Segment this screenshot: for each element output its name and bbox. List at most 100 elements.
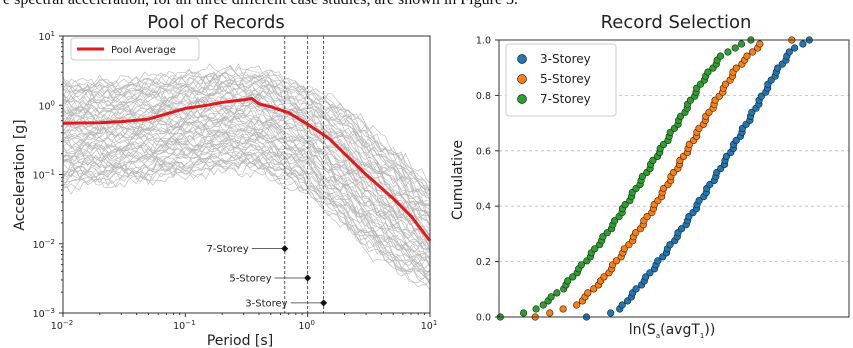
record-spectrum-line: [62, 90, 431, 210]
data-point: [569, 273, 577, 281]
data-point: [573, 301, 581, 309]
data-point: [591, 245, 599, 253]
record-spectrum-line: [62, 97, 431, 217]
data-point: [706, 180, 714, 189]
caption-fragment: e spectral acceleration, for all three d…: [0, 0, 853, 11]
data-point: [677, 225, 686, 233]
y-tick-label: 10−2: [33, 238, 55, 251]
data-point: [666, 241, 674, 249]
y-tick-label: 0.8: [476, 91, 491, 102]
data-point: [654, 257, 662, 265]
record-spectrum-line: [62, 117, 431, 248]
data-point: [612, 257, 621, 265]
data-point: [774, 64, 782, 72]
record-spectrum-line: [62, 81, 431, 207]
data-point: [638, 172, 647, 181]
data-point: [676, 112, 685, 120]
plot-frame: [62, 35, 431, 314]
record-spectrum-line: [62, 67, 431, 193]
data-point: [620, 245, 628, 253]
storey-marker: [320, 299, 328, 307]
record-spectrum-line: [62, 71, 431, 193]
data-point: [618, 301, 626, 309]
record-spectrum-line: [62, 99, 431, 218]
data-point: [643, 213, 651, 221]
record-spectrum-line: [62, 142, 431, 267]
y-tick-label: 0.4: [476, 202, 491, 213]
record-spectrum-line: [62, 159, 431, 291]
legend-marker: [517, 94, 527, 104]
data-point: [757, 92, 766, 100]
y-tick-label: 0.6: [476, 146, 491, 157]
data-point: [659, 184, 668, 193]
record-spectrum-line: [62, 130, 431, 254]
data-point: [607, 309, 615, 317]
storey-label: 7-Storey: [206, 244, 248, 255]
storey-marker: [304, 274, 312, 282]
record-spectrum-line: [62, 129, 431, 259]
data-point: [743, 52, 751, 60]
storey-label: 5-Storey: [229, 274, 271, 285]
record-spectrum-line: [62, 163, 431, 288]
chart-title: Record Selection: [601, 12, 752, 33]
chart-title: Pool of Records: [147, 12, 285, 33]
record-spectrum-line: [62, 138, 431, 261]
y-axis-label: Cumulative: [450, 140, 466, 220]
scatter-points: [496, 36, 813, 321]
data-point: [577, 261, 586, 269]
legend-label: Pool Average: [111, 45, 176, 56]
data-point: [646, 269, 654, 277]
legend-label: 5-Storey: [540, 72, 591, 86]
record-spectrum-line: [62, 98, 431, 227]
legend-label: 7-Storey: [540, 92, 591, 106]
record-spectrum-line: [62, 129, 431, 250]
data-point: [737, 40, 746, 48]
data-point: [695, 197, 703, 205]
data-point: [632, 229, 640, 237]
record-spectrum-line: [62, 137, 431, 258]
x-axis-label: Period [s]: [207, 333, 273, 348]
data-point: [547, 293, 555, 301]
record-spectrum-line: [62, 128, 431, 248]
x-tick-label: 100: [298, 319, 315, 332]
data-point: [603, 229, 611, 237]
pool-average-line: [62, 97, 432, 242]
data-point: [610, 217, 619, 225]
y-tick-label: 101: [38, 30, 55, 43]
data-point: [704, 68, 712, 76]
data-point: [731, 44, 739, 52]
x-tick-label: 101: [421, 319, 438, 332]
record-spectrum-line: [62, 145, 431, 268]
y-tick-label: 0.0: [476, 313, 491, 324]
data-point: [732, 136, 740, 144]
legend: Pool Average: [70, 37, 200, 61]
data-point: [584, 289, 592, 297]
data-point: [785, 48, 793, 56]
data-point: [649, 156, 657, 164]
legend-marker: [517, 54, 527, 64]
record-spectrum-line: [62, 63, 431, 192]
record-spectrum-line: [62, 68, 431, 193]
record-spectrum-line: [62, 91, 431, 214]
axis-ticks: 0.0 0.2 0.4 0.6 0.8 1.0: [476, 36, 499, 324]
x-tick-label: 10−1: [173, 319, 195, 332]
data-point: [539, 301, 547, 309]
legend: 3-Storey 5-Storey 7-Storey: [505, 43, 617, 117]
data-point: [553, 289, 561, 297]
record-spectrum-line: [62, 140, 431, 276]
record-spectrum-line: [62, 115, 431, 236]
storey-marker: [281, 245, 289, 253]
legend-marker: [517, 74, 527, 84]
record-spectrum-line: [62, 80, 431, 201]
data-point: [659, 140, 668, 148]
data-point: [799, 40, 807, 48]
record-spectrum-line: [62, 80, 431, 195]
storey-label: 3-Storey: [245, 298, 287, 309]
record-spectrum-line: [62, 144, 431, 273]
record-spectrum-line: [62, 74, 431, 189]
data-point: [590, 285, 598, 293]
x-tick-label: 10−2: [51, 319, 73, 332]
data-point: [559, 305, 567, 313]
